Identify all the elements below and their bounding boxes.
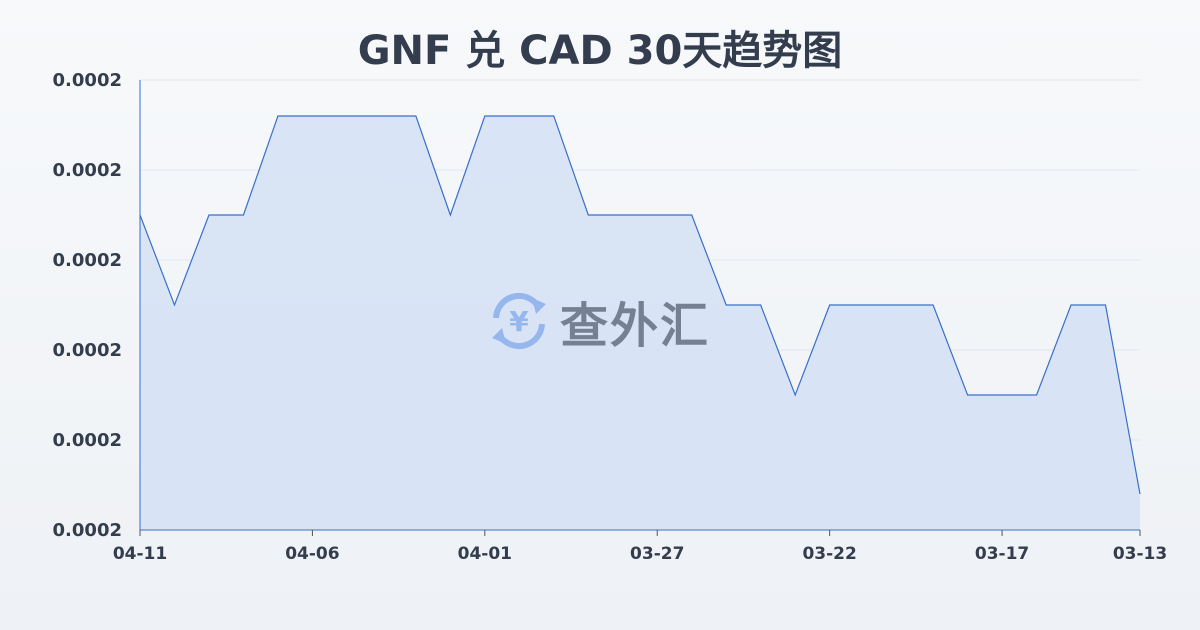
yen-exchange-icon: ¥ (492, 292, 546, 350)
y-tick-label: 0.0002 (53, 520, 122, 541)
x-tick-label: 04-11 (113, 544, 167, 564)
x-tick-label: 03-13 (1113, 544, 1167, 564)
x-tick-label: 03-27 (630, 544, 684, 564)
y-tick-label: 0.0002 (53, 430, 122, 451)
y-tick-label: 0.0002 (53, 70, 122, 91)
y-tick-label: 0.0002 (53, 160, 122, 181)
x-tick-label: 04-06 (285, 544, 339, 564)
chart-title: GNF 兑 CAD 30天趋势图 (357, 28, 843, 74)
watermark-text: 查外汇 (560, 298, 711, 354)
series-line (139, 115, 1141, 495)
y-tick-label: 0.0002 (53, 340, 122, 361)
x-tick-label: 03-22 (802, 544, 856, 564)
watermark: ¥ 查外汇 (488, 286, 710, 356)
y-tick-label: 0.0002 (53, 250, 122, 271)
area-fill (140, 116, 1140, 530)
x-tick-label: 04-01 (458, 544, 512, 564)
x-tick-label: 03-17 (975, 544, 1029, 564)
svg-text:¥: ¥ (509, 305, 529, 338)
